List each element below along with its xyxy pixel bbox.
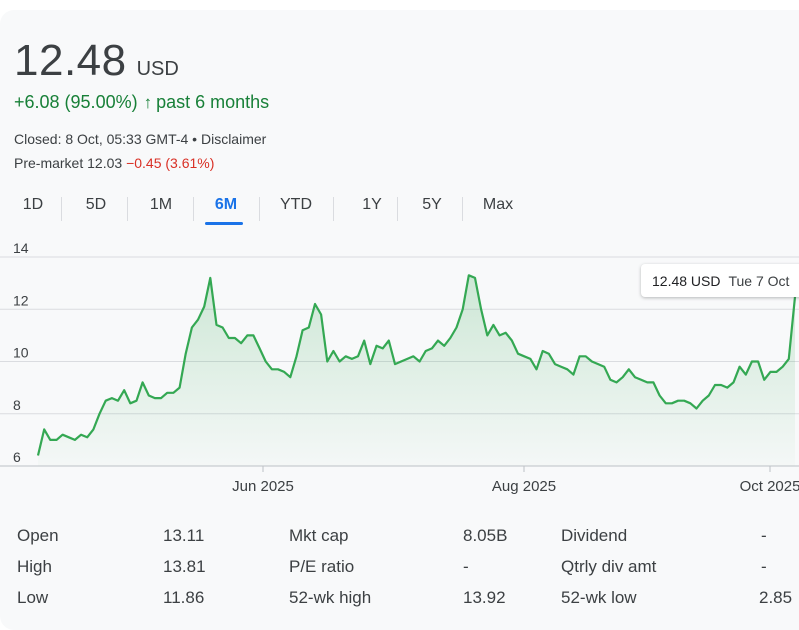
x-tick-label: Jun 2025 — [232, 478, 294, 495]
tab-divider — [193, 197, 194, 221]
stat-label-open: Open — [17, 526, 59, 545]
stat-value-qtrly-div: - — [761, 557, 767, 576]
stat-value-pe-ratio: - — [463, 557, 469, 576]
y-tick-label: 14 — [13, 240, 29, 256]
tab-divider — [397, 197, 398, 221]
stat-label-low: Low — [17, 588, 49, 607]
premarket-change: −0.45 (3.61%) — [126, 155, 215, 171]
tab-divider — [61, 197, 62, 221]
x-tick-label: Aug 2025 — [492, 478, 556, 495]
tab-divider — [127, 197, 128, 221]
tab-max[interactable]: Max — [482, 196, 514, 213]
y-tick-label: 10 — [13, 345, 29, 361]
change-value: +6.08 (95.00%) — [14, 92, 138, 112]
stat-label-pe-ratio: P/E ratio — [289, 557, 355, 576]
stat-value-52wk-low: 2.85 — [759, 588, 793, 607]
stock-card — [0, 10, 799, 630]
tab-1m[interactable]: 1M — [149, 196, 173, 213]
stat-value-high: 13.81 — [163, 557, 206, 576]
tab-5y[interactable]: 5Y — [422, 196, 442, 213]
closed-status[interactable]: Closed: 8 Oct, 05:33 GMT-4 • Disclaimer — [14, 131, 267, 147]
currency-label: USD — [136, 58, 179, 80]
price-line — [36, 274, 797, 456]
stat-value-52wk-high: 13.92 — [463, 588, 506, 607]
stat-label-dividend: Dividend — [561, 526, 628, 545]
tooltip-date: Tue 7 Oct — [728, 272, 790, 289]
stat-label-mkt-cap: Mkt cap — [289, 526, 349, 545]
tab-divider — [462, 197, 463, 221]
arrow-up-icon: ↑ — [143, 92, 153, 112]
premarket-price: Pre-market 12.03 — [14, 155, 123, 171]
premarket-info: Pre-market 12.03 −0.45 (3.61%) — [14, 155, 214, 171]
y-tick-label: 12 — [13, 292, 29, 308]
stat-value-mkt-cap: 8.05B — [463, 526, 508, 545]
y-tick-label: 6 — [13, 449, 21, 465]
stat-label-52wk-high: 52-wk high — [289, 588, 372, 607]
stat-value-low: 11.86 — [163, 588, 205, 607]
tab-6m[interactable]: 6M — [214, 196, 238, 213]
tab-ytd[interactable]: YTD — [280, 196, 312, 213]
change-period: past 6 months — [156, 92, 270, 112]
tab-5d[interactable]: 5D — [85, 196, 107, 213]
price-row: 12.48 USD — [14, 36, 179, 86]
tab-1y[interactable]: 1Y — [362, 196, 382, 213]
tab-1d[interactable]: 1D — [22, 196, 44, 213]
tooltip-value: 12.48 USD — [652, 272, 721, 289]
price-area — [38, 275, 795, 466]
stat-label-high: High — [17, 557, 52, 576]
stat-label-52wk-low: 52-wk low — [561, 588, 637, 607]
price-chart[interactable]: 6 8 10 12 14 Jun 2025 Aug 2025 Oct 2025 — [0, 240, 799, 505]
stat-label-qtrly-div: Qtrly div amt — [561, 557, 657, 576]
current-price: 12.48 — [14, 36, 127, 85]
stat-value-dividend: - — [761, 526, 767, 545]
x-tick-label: Oct 2025 — [740, 478, 799, 495]
chart-tooltip: 12.48 USD Tue 7 Oct — [641, 264, 799, 297]
y-tick-label: 8 — [13, 397, 21, 413]
stat-value-open: 13.11 — [163, 526, 205, 545]
tab-divider — [333, 197, 334, 221]
price-change: +6.08 (95.00%) ↑ past 6 months — [14, 92, 269, 113]
active-tab-indicator — [205, 222, 243, 225]
tab-divider — [259, 197, 260, 221]
